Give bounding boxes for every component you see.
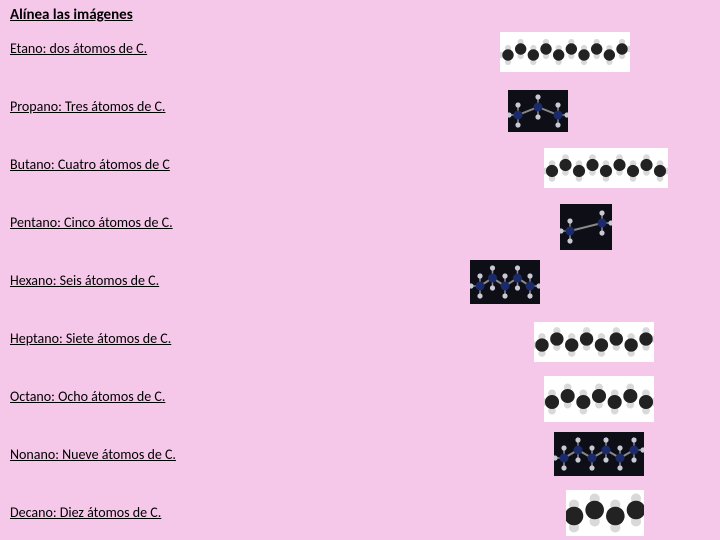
mol-stick-6[interactable] [554,432,644,476]
mol-stick-2[interactable] [560,204,612,250]
mol-chain-8[interactable] [534,322,654,362]
mol-stick-5[interactable] [470,260,540,304]
molecule-label: Hexano: Seis átomos de C. [10,272,159,289]
molecule-label: Octano: Ocho átomos de C. [10,388,165,405]
mol-stick-3[interactable] [508,90,568,132]
molecule-label: Butano: Cuatro átomos de C [10,156,170,173]
mol-chain-4[interactable] [566,490,644,536]
molecule-label: Heptano: Siete átomos de C. [10,330,171,347]
molecule-label: Pentano: Cinco átomos de C. [10,214,173,231]
page-title: Alínea las imágenes [10,6,133,24]
mol-chain-7[interactable] [544,376,654,422]
molecule-label: Nonano: Nueve átomos de C. [10,446,176,463]
molecule-label: Propano: Tres átomos de C. [10,98,165,115]
molecule-label: Decano: Diez átomos de C. [10,504,161,521]
mol-chain-9[interactable] [544,148,668,188]
molecule-label: Etano: dos átomos de C. [10,40,147,57]
mol-chain-10-a[interactable] [500,32,630,72]
